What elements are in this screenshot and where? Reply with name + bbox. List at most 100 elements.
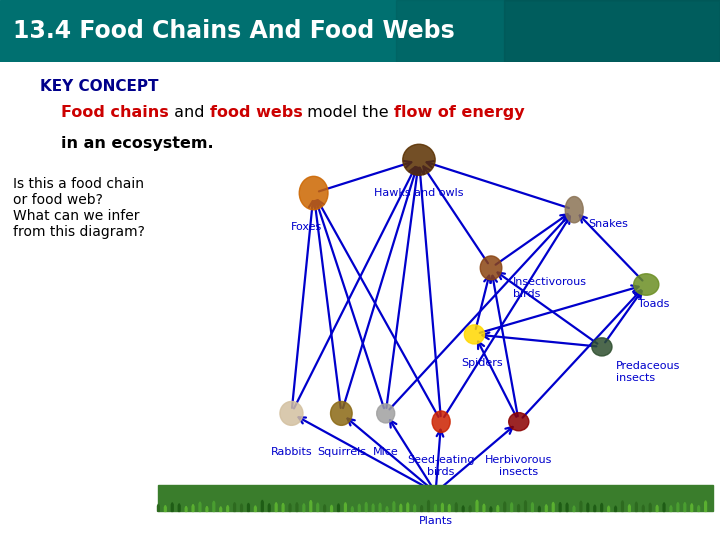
FancyArrow shape <box>490 507 492 511</box>
FancyArrow shape <box>317 503 319 511</box>
FancyArrow shape <box>566 503 568 511</box>
FancyArrow shape <box>539 506 540 511</box>
Ellipse shape <box>565 197 583 223</box>
FancyArrow shape <box>254 505 256 511</box>
Text: model the: model the <box>302 105 394 120</box>
FancyArrow shape <box>372 504 374 511</box>
FancyArrow shape <box>531 503 534 511</box>
FancyArrow shape <box>289 503 291 511</box>
FancyArrow shape <box>248 503 249 511</box>
FancyArrow shape <box>420 505 423 511</box>
FancyArrow shape <box>213 501 215 511</box>
FancyArrow shape <box>158 504 159 511</box>
Text: KEY CONCEPT: KEY CONCEPT <box>40 79 158 94</box>
FancyArrow shape <box>199 502 201 511</box>
FancyArrow shape <box>261 500 264 511</box>
Text: and: and <box>169 105 210 120</box>
FancyArrow shape <box>698 505 700 511</box>
Ellipse shape <box>300 177 328 210</box>
Text: Squirrels: Squirrels <box>317 447 366 457</box>
FancyArrow shape <box>642 505 644 511</box>
FancyArrow shape <box>441 503 444 511</box>
Bar <box>504 0 720 62</box>
FancyArrow shape <box>684 502 685 511</box>
FancyArrow shape <box>365 502 367 511</box>
FancyArrow shape <box>240 504 243 511</box>
FancyArrow shape <box>435 504 436 511</box>
FancyArrow shape <box>483 504 485 511</box>
FancyArrow shape <box>510 503 513 511</box>
FancyArrow shape <box>407 503 409 511</box>
Ellipse shape <box>330 401 352 426</box>
FancyArrow shape <box>677 502 679 511</box>
FancyArrow shape <box>379 503 381 511</box>
FancyArrow shape <box>449 504 450 511</box>
Bar <box>158 485 713 511</box>
Ellipse shape <box>464 325 485 344</box>
Text: Herbivorous
insects: Herbivorous insects <box>485 455 552 477</box>
Ellipse shape <box>480 256 502 280</box>
FancyArrow shape <box>705 501 706 511</box>
FancyArrow shape <box>608 506 610 511</box>
FancyArrow shape <box>338 504 339 511</box>
Text: Is this a food chain
or food web?
What can we infer
from this diagram?: Is this a food chain or food web? What c… <box>13 177 145 239</box>
Text: Predaceous
insects: Predaceous insects <box>616 361 680 383</box>
Text: Snakes: Snakes <box>589 219 629 230</box>
Text: Toads: Toads <box>638 299 669 309</box>
FancyArrow shape <box>393 502 395 511</box>
FancyArrow shape <box>573 506 575 511</box>
FancyArrow shape <box>164 505 166 511</box>
Ellipse shape <box>592 338 612 356</box>
Bar <box>396 0 720 62</box>
FancyArrow shape <box>303 504 305 511</box>
FancyArrow shape <box>545 504 547 511</box>
FancyArrow shape <box>220 507 222 511</box>
FancyArrow shape <box>386 507 388 511</box>
FancyArrow shape <box>469 505 471 511</box>
Text: 13.4 Food Chains And Food Webs: 13.4 Food Chains And Food Webs <box>13 19 455 43</box>
FancyArrow shape <box>462 505 464 511</box>
Ellipse shape <box>280 401 303 426</box>
FancyArrow shape <box>414 504 415 511</box>
Text: Plants: Plants <box>418 516 453 526</box>
FancyArrow shape <box>629 504 630 511</box>
FancyArrow shape <box>656 505 658 511</box>
FancyArrow shape <box>615 506 616 511</box>
FancyArrow shape <box>670 505 672 511</box>
FancyArrow shape <box>621 501 624 511</box>
FancyArrow shape <box>359 504 360 511</box>
Text: Spiders: Spiders <box>461 359 503 368</box>
Ellipse shape <box>402 144 435 176</box>
FancyArrow shape <box>185 507 187 511</box>
FancyArrow shape <box>192 504 194 511</box>
FancyArrow shape <box>476 500 478 511</box>
Text: flow of energy: flow of energy <box>394 105 525 120</box>
FancyArrow shape <box>587 503 589 511</box>
FancyArrow shape <box>649 503 651 511</box>
FancyArrow shape <box>310 500 312 511</box>
Text: Seed-eating
birds: Seed-eating birds <box>408 455 475 477</box>
Text: Food chains: Food chains <box>61 105 169 120</box>
FancyArrow shape <box>497 505 499 511</box>
FancyArrow shape <box>296 503 298 511</box>
Ellipse shape <box>508 413 528 431</box>
FancyArrow shape <box>691 504 693 511</box>
FancyArrow shape <box>580 501 582 511</box>
FancyArrow shape <box>206 507 208 511</box>
Ellipse shape <box>377 404 395 423</box>
FancyArrow shape <box>525 501 526 511</box>
Ellipse shape <box>432 411 450 433</box>
FancyArrow shape <box>428 500 429 511</box>
Text: food webs: food webs <box>210 105 302 120</box>
FancyArrow shape <box>552 502 554 511</box>
FancyArrow shape <box>171 503 173 511</box>
Text: Foxes: Foxes <box>291 222 322 232</box>
FancyArrow shape <box>234 503 235 511</box>
Text: in an ecosystem.: in an ecosystem. <box>61 136 214 151</box>
FancyArrow shape <box>400 504 402 511</box>
FancyArrow shape <box>282 503 284 511</box>
FancyArrow shape <box>275 503 277 511</box>
FancyArrow shape <box>324 504 325 511</box>
FancyArrow shape <box>351 507 354 511</box>
Ellipse shape <box>634 274 659 295</box>
